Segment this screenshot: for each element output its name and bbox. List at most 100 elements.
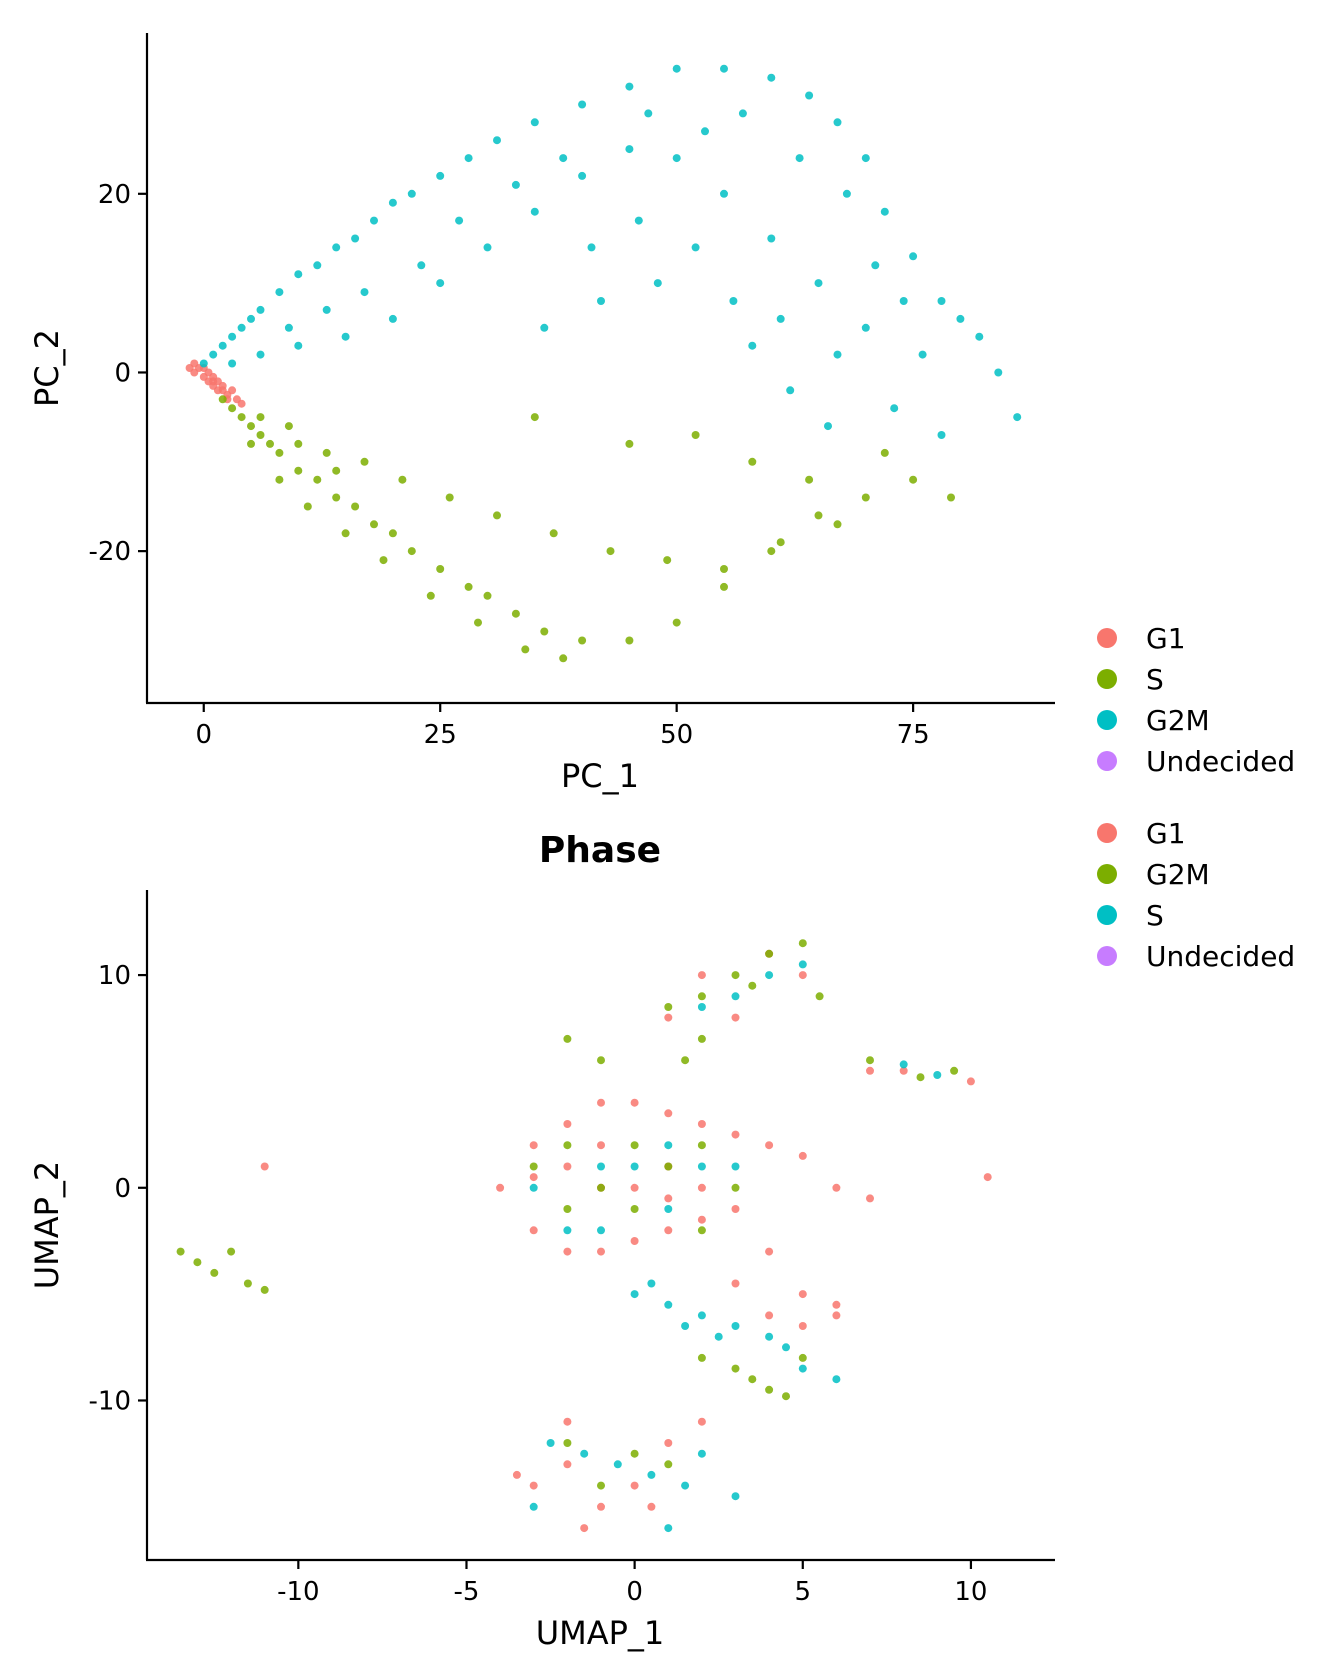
point-g1-16 <box>664 1226 673 1235</box>
point-g2m-66 <box>284 323 293 332</box>
legend-key-g2m <box>1097 864 1117 884</box>
point-g1-27 <box>529 1173 538 1182</box>
point-s-31 <box>697 1449 706 1458</box>
point-s-13 <box>407 547 416 556</box>
point-g2m-20 <box>625 82 634 91</box>
x-tick-label: 25 <box>424 720 457 750</box>
point-g2m-36 <box>814 279 823 288</box>
point-s-34 <box>474 618 482 627</box>
point-s-21 <box>672 618 681 627</box>
x-tick-label: 50 <box>660 720 693 750</box>
point-g2m-31 <box>1013 413 1022 422</box>
point-s-18 <box>540 627 549 636</box>
point-s-0 <box>529 1183 538 1192</box>
point-s-14 <box>436 565 445 573</box>
point-g2m-9 <box>313 261 322 270</box>
legend-label-s: S <box>1146 899 1164 932</box>
point-g2m-73 <box>587 243 596 252</box>
point-s-6 <box>275 448 284 457</box>
point-s-18 <box>714 1332 723 1341</box>
point-g2m-77 <box>899 297 908 305</box>
point-s-44 <box>606 547 615 556</box>
point-g2m-39 <box>664 1460 673 1469</box>
point-s-19 <box>578 636 587 645</box>
point-g2m-7 <box>563 1205 572 1213</box>
point-g1-40 <box>899 1066 908 1075</box>
point-g1-51 <box>580 1524 589 1533</box>
point-g2m-0 <box>529 1162 538 1171</box>
legend-key-undecided <box>1097 751 1117 771</box>
point-s-23 <box>767 547 776 556</box>
point-s-34 <box>664 1524 673 1533</box>
point-g1-42 <box>983 1173 992 1182</box>
point-g2m-0 <box>199 359 208 368</box>
point-g1-39 <box>866 1066 874 1075</box>
point-g2m-16 <box>464 154 473 163</box>
point-g2m-6 <box>256 305 265 314</box>
umap-x-axis-title: UMAP_1 <box>536 1614 665 1652</box>
point-s-21 <box>765 971 774 980</box>
point-g1-11 <box>866 1194 874 1203</box>
point-s-0 <box>218 395 227 404</box>
point-s-41 <box>445 493 454 502</box>
point-g1-7 <box>731 1130 740 1139</box>
point-g2m-8 <box>630 1205 639 1213</box>
point-g2m-17 <box>697 1034 706 1043</box>
point-s-3 <box>247 422 255 431</box>
point-g1-1 <box>529 1141 538 1150</box>
point-g2m-31 <box>243 1279 252 1288</box>
umap-y-ticks: -10 0 10 <box>89 961 147 1416</box>
point-g2m-44 <box>436 279 445 288</box>
point-g1-14 <box>597 1247 605 1256</box>
point-g2m-4 <box>664 1162 673 1171</box>
point-g2m-47 <box>294 341 303 350</box>
point-s-29 <box>647 1470 656 1479</box>
point-g2m-1 <box>563 1141 572 1150</box>
point-s-25 <box>861 493 870 502</box>
legend-label-g2m: G2M <box>1146 858 1210 891</box>
point-g1-20 <box>798 1290 807 1299</box>
point-g2m-6 <box>731 1183 740 1192</box>
point-g2m-36 <box>563 1439 572 1447</box>
point-g2m-38 <box>720 189 728 198</box>
point-s-1 <box>228 404 237 413</box>
umap-title: Phase <box>539 830 661 871</box>
point-g2m-74 <box>729 297 738 305</box>
point-g1-26 <box>697 1183 706 1192</box>
point-s-33 <box>426 591 435 600</box>
point-g2m-51 <box>824 422 832 431</box>
point-g2m-27 <box>193 1258 202 1267</box>
x-tick-label: 0 <box>195 720 212 750</box>
point-g1-44 <box>529 1481 538 1490</box>
point-g2m-46 <box>341 332 350 341</box>
point-g2m-56 <box>890 404 899 413</box>
point-g2m-23 <box>765 1385 774 1394</box>
point-g2m-34 <box>916 1073 925 1082</box>
point-g2m-37 <box>597 1481 605 1490</box>
pca-x-axis-title: PC_1 <box>561 757 639 795</box>
point-s-2 <box>237 413 246 422</box>
point-g1-47 <box>630 1481 639 1490</box>
point-g2m-3 <box>630 1141 639 1150</box>
point-s-46 <box>720 565 728 573</box>
point-s-10 <box>630 1290 639 1299</box>
point-s-6 <box>731 1162 740 1171</box>
pca-x-ticks: 0 25 50 75 <box>195 703 930 750</box>
point-g2m-15 <box>436 171 445 180</box>
point-s-39 <box>360 457 369 466</box>
point-g2m-11 <box>351 234 360 243</box>
point-g2m-11 <box>697 992 706 1001</box>
legend-label-undecided: Undecided <box>1146 940 1295 973</box>
y-tick-label: -10 <box>89 1386 131 1416</box>
umap-x-ticks: -10 -5 0 5 10 <box>277 1560 987 1607</box>
point-g1-9 <box>798 1151 807 1160</box>
point-g1-24 <box>630 1183 639 1192</box>
point-g2m-10 <box>664 1003 673 1011</box>
point-s-26 <box>546 1439 555 1447</box>
point-g2m-65 <box>322 305 331 314</box>
point-g2m-29 <box>937 297 946 305</box>
point-g1-45 <box>563 1460 572 1469</box>
point-g2m-72 <box>691 243 700 252</box>
point-g2m-58 <box>701 127 709 136</box>
y-tick-label: 0 <box>114 358 131 388</box>
